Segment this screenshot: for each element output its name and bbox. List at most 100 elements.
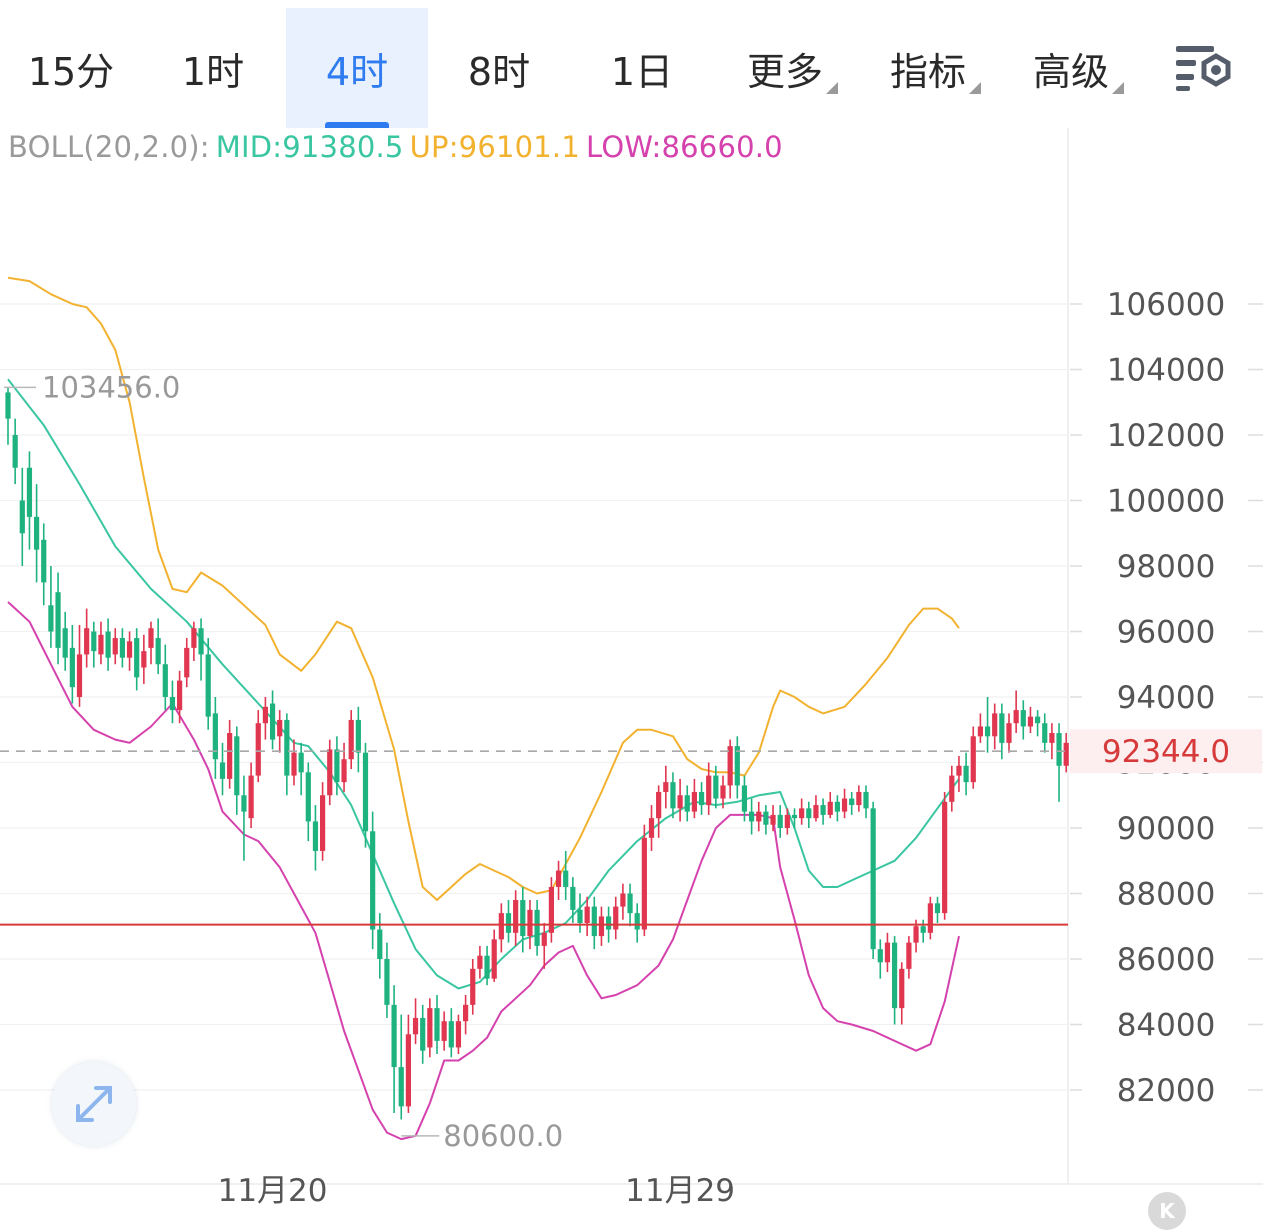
tab-1h[interactable]: 1时 xyxy=(142,8,284,128)
candle xyxy=(12,418,18,485)
candle-body xyxy=(577,909,583,923)
candle xyxy=(48,566,54,648)
candle xyxy=(513,890,519,946)
candle xyxy=(613,896,619,940)
candle xyxy=(548,877,554,943)
candle-body xyxy=(434,1008,440,1041)
candle xyxy=(420,1004,426,1064)
candle-body xyxy=(963,765,969,783)
y-tick-label: 96000 xyxy=(1117,615,1216,651)
candle xyxy=(620,883,626,920)
candle-body xyxy=(984,726,991,737)
candle xyxy=(148,621,154,665)
candle-body xyxy=(162,664,168,697)
candle xyxy=(448,1008,454,1058)
candle-body xyxy=(191,628,197,648)
candle-body xyxy=(949,775,955,802)
boll-mid-value: MID:91380.5 xyxy=(215,130,404,164)
tab-4h[interactable]: 4时 xyxy=(286,8,428,128)
indicators-dropdown[interactable]: 指标 xyxy=(857,8,999,128)
active-tab-indicator xyxy=(325,122,389,128)
candle-body xyxy=(520,900,526,937)
candle-body xyxy=(913,926,919,943)
candle xyxy=(405,1014,411,1113)
candle-body xyxy=(441,1021,447,1041)
candle xyxy=(169,680,176,724)
candle xyxy=(784,808,790,835)
x-tick-label: 11月20 xyxy=(218,1173,328,1209)
candle-body xyxy=(634,913,640,930)
candle xyxy=(806,801,812,828)
candlestick-chart[interactable]: 103456.0 80600.0 106000 104000 102000 100000… xyxy=(0,128,1263,1224)
price-axis: 106000 104000 102000 100000 98000 96000 94000 9… xyxy=(218,287,1262,1209)
candle-body xyxy=(412,1017,419,1035)
candle-body xyxy=(148,628,154,648)
candle xyxy=(942,791,948,920)
candle xyxy=(348,710,354,770)
candle-body xyxy=(641,837,647,930)
candle-body xyxy=(505,913,512,933)
candle xyxy=(463,995,469,1035)
candle-body xyxy=(834,801,840,812)
candle-body xyxy=(598,916,605,937)
candle-body xyxy=(470,968,476,1005)
candle-body xyxy=(627,893,633,914)
tab-1d[interactable]: 1日 xyxy=(571,8,713,128)
y-tick-label: 94000 xyxy=(1117,680,1216,716)
candle-body xyxy=(305,772,311,822)
candle-body xyxy=(956,765,962,776)
candle-body xyxy=(48,605,54,632)
candle-body xyxy=(112,638,118,655)
candle xyxy=(634,903,640,943)
candle-body xyxy=(1056,733,1062,766)
more-dropdown[interactable]: 更多 xyxy=(714,8,856,128)
candle xyxy=(698,782,705,815)
candle xyxy=(999,703,1005,760)
candle-body xyxy=(198,628,204,655)
candle xyxy=(119,628,125,668)
candle-body xyxy=(341,759,347,783)
candle-body xyxy=(55,592,61,648)
candle-body xyxy=(12,435,18,468)
candles xyxy=(5,387,1076,1120)
candle-body xyxy=(899,968,905,1009)
candle-body xyxy=(892,942,898,1009)
candle-body xyxy=(677,795,683,809)
candle-body xyxy=(777,814,783,828)
candle-body xyxy=(5,392,11,419)
candle xyxy=(870,801,876,959)
expand-chart-button[interactable] xyxy=(52,1062,136,1146)
candle-body xyxy=(992,713,998,737)
tab-label: 1日 xyxy=(610,49,674,94)
candle xyxy=(1049,723,1055,760)
boll-low-value: LOW:86660.0 xyxy=(586,130,783,164)
candle xyxy=(26,451,33,550)
candle-body xyxy=(727,746,733,786)
advanced-dropdown[interactable]: 高级 xyxy=(1000,8,1142,128)
boll-bands xyxy=(7,276,960,1141)
candle xyxy=(777,805,783,838)
candle-body xyxy=(155,638,161,665)
tab-15min[interactable]: 15分 xyxy=(0,8,142,128)
tab-label: 高级 xyxy=(1032,49,1109,94)
candle-body xyxy=(863,791,869,809)
candle-body xyxy=(606,916,612,930)
candle xyxy=(799,798,805,825)
chart-settings-icon[interactable] xyxy=(1170,38,1236,100)
candle xyxy=(269,690,276,750)
candle xyxy=(934,896,941,923)
candle-body xyxy=(513,900,519,933)
candle xyxy=(19,467,25,566)
candle xyxy=(920,919,926,943)
y-tick-label: 82000 xyxy=(1117,1073,1216,1109)
candle-body xyxy=(370,831,376,930)
candle xyxy=(341,742,347,792)
tab-8h[interactable]: 8时 xyxy=(428,8,570,128)
candle xyxy=(627,883,633,927)
candle-body xyxy=(927,903,933,933)
candle xyxy=(134,628,140,691)
candle-body xyxy=(98,634,104,655)
y-tick-label: 84000 xyxy=(1117,1008,1216,1044)
candle-body xyxy=(41,539,47,583)
candle xyxy=(212,697,218,779)
